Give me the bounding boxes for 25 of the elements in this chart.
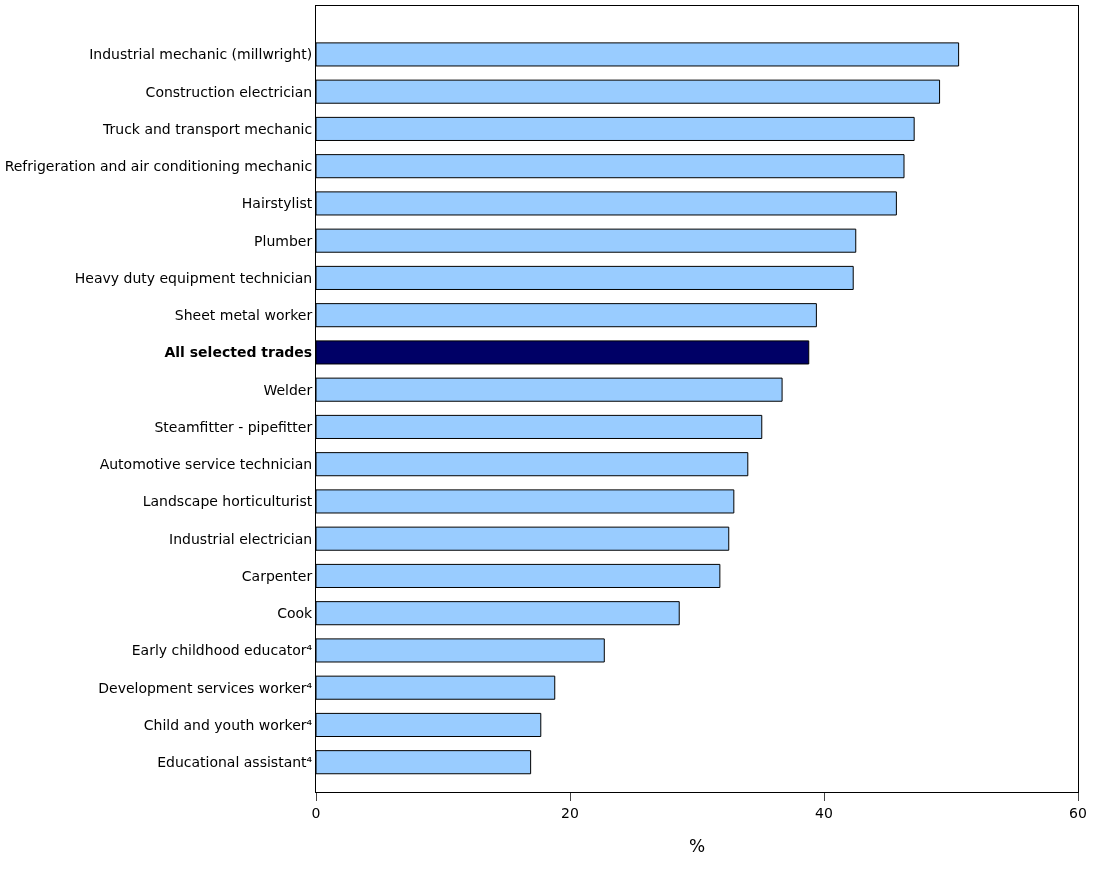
y-tick-label: Welder — [263, 381, 313, 398]
x-tick-label: 0 — [311, 804, 321, 821]
y-tick-label: Sheet metal worker — [174, 307, 313, 324]
y-tick-label: Early childhood educator⁴ — [131, 642, 313, 659]
y-tick-label: Carpenter — [241, 567, 313, 584]
y-tick-label: Educational assistant⁴ — [157, 754, 313, 771]
x-tick-label: 40 — [815, 804, 833, 821]
y-tick-label: Automotive service technician — [99, 456, 313, 473]
y-tick-label: Industrial electrician — [169, 530, 313, 547]
x-axis-title: % — [688, 836, 706, 857]
y-tick-label: Cook — [277, 605, 314, 622]
x-tick-label: 60 — [1069, 804, 1087, 821]
y-tick-label: Landscape horticulturist — [142, 493, 313, 510]
y-tick-label: Industrial mechanic (millwright) — [89, 46, 313, 63]
y-tick-label: Truck and transport mechanic — [102, 120, 313, 137]
y-tick-label: Plumber — [254, 232, 313, 249]
y-tick-label: Construction electrician — [145, 83, 313, 100]
y-tick-label: Refrigeration and air conditioning mechanic — [4, 158, 313, 175]
y-tick-label: Hairstylist — [241, 195, 313, 212]
x-tick-label: 20 — [561, 804, 579, 821]
y-tick-label: Child and youth worker⁴ — [143, 716, 313, 733]
y-tick-label: Heavy duty equipment technician — [74, 269, 313, 286]
y-tick-label: Steamfitter - pipefitter — [154, 418, 313, 435]
y-tick-label: Development services worker⁴ — [98, 679, 313, 696]
y-tick-label: All selected trades — [164, 344, 313, 361]
